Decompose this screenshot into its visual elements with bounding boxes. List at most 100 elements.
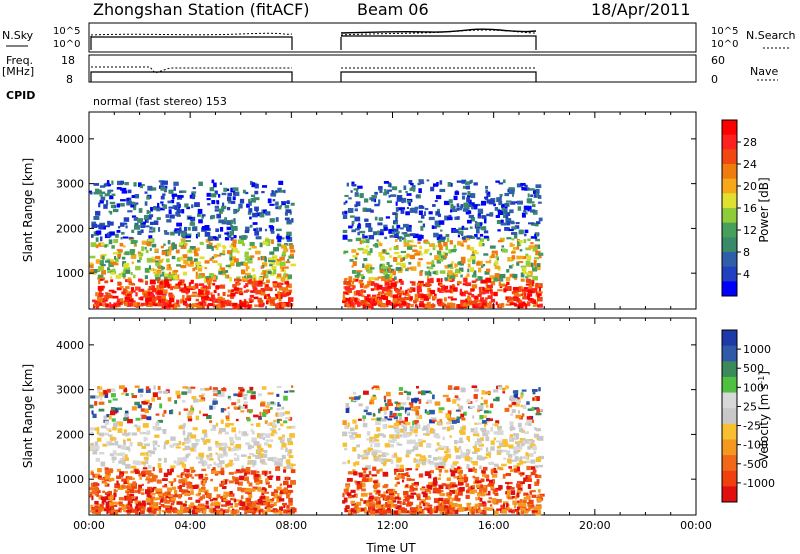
echo-cell	[243, 275, 246, 278]
echo-cell	[278, 298, 282, 302]
echo-cell	[100, 264, 106, 267]
echo-cell	[243, 396, 247, 400]
echo-cell	[519, 427, 524, 432]
echo-cell	[388, 228, 395, 234]
echo-cell	[185, 292, 189, 295]
echo-cell	[167, 273, 174, 279]
echo-cell	[138, 208, 143, 213]
echo-cell	[161, 271, 165, 277]
echo-cell	[139, 488, 145, 492]
echo-cell	[289, 425, 296, 429]
echo-cell	[232, 239, 237, 244]
echo-cell	[190, 216, 196, 222]
echo-cell	[128, 236, 134, 240]
echo-cell	[150, 300, 156, 304]
echo-cell	[214, 470, 219, 474]
echo-cell	[461, 192, 467, 195]
echo-cell	[250, 504, 256, 509]
echo-cell	[221, 484, 224, 487]
echo-cell	[408, 202, 411, 206]
echo-cell	[123, 495, 129, 501]
echo-cell	[179, 256, 184, 261]
echo-cell	[374, 458, 378, 462]
echo-cell	[360, 492, 364, 497]
echo-cell	[283, 287, 289, 292]
echo-cell	[260, 436, 263, 439]
echo-cell	[449, 489, 455, 494]
echo-cell	[217, 453, 224, 459]
echo-cell	[532, 267, 538, 272]
echo-cell	[384, 399, 387, 403]
echo-cell	[218, 271, 223, 275]
echo-cell	[107, 184, 112, 187]
echo-cell	[271, 239, 274, 244]
echo-cell	[477, 213, 481, 216]
echo-cell	[125, 225, 128, 229]
echo-cell	[280, 447, 284, 450]
echo-cell	[342, 300, 347, 304]
echo-cell	[196, 505, 202, 509]
echo-cell	[165, 507, 169, 512]
echo-cell	[355, 494, 358, 499]
echo-cell	[264, 433, 271, 438]
echo-cell	[485, 185, 488, 189]
echo-cell	[435, 448, 439, 452]
echo-cell	[418, 188, 422, 194]
echo-cell	[161, 510, 164, 513]
echo-cell	[356, 444, 360, 448]
echo-cell	[237, 279, 240, 284]
echo-cell	[247, 211, 252, 215]
echo-cell	[230, 224, 234, 228]
echo-cell	[175, 390, 181, 395]
echo-cell	[521, 443, 525, 446]
echo-cell	[224, 274, 228, 278]
echo-cell	[523, 510, 529, 514]
echo-cell	[353, 290, 359, 296]
echo-cell	[176, 209, 182, 214]
echo-cell	[218, 299, 224, 302]
echo-cell	[456, 418, 460, 424]
echo-cell	[451, 419, 457, 424]
echo-cell	[484, 270, 490, 275]
echo-cell	[431, 260, 435, 265]
echo-cell	[423, 251, 429, 254]
echo-cell	[516, 442, 521, 448]
echo-cell	[185, 475, 189, 479]
echo-cell	[181, 399, 186, 403]
echo-cell	[511, 191, 515, 197]
echo-cell	[359, 240, 363, 245]
echo-cell	[246, 390, 253, 394]
echo-cell	[502, 179, 506, 184]
echo-cell	[348, 284, 355, 287]
echo-cell	[515, 434, 519, 440]
echo-cell	[484, 297, 488, 300]
echo-cell	[357, 231, 361, 236]
echo-cell	[245, 191, 249, 195]
echo-cell	[183, 259, 189, 264]
echo-cell	[493, 474, 497, 477]
echo-cell	[177, 304, 181, 308]
echo-cell	[439, 258, 444, 262]
echo-cell	[482, 466, 488, 471]
echo-cell	[353, 462, 357, 467]
echo-cell	[369, 264, 373, 268]
echo-cell	[224, 479, 228, 485]
echo-cell	[344, 210, 348, 215]
echo-cell	[269, 407, 273, 410]
echo-cell	[277, 413, 284, 417]
echo-cell	[270, 230, 275, 234]
echo-cell	[426, 301, 431, 307]
echo-cell	[210, 294, 215, 299]
echo-cell	[425, 282, 431, 288]
echo-cell	[216, 298, 221, 304]
echo-cell	[513, 293, 518, 297]
echo-cell	[180, 239, 186, 244]
echo-cell	[195, 493, 199, 496]
echo-cell	[194, 484, 199, 488]
echo-cell	[489, 245, 496, 249]
echo-cell	[487, 236, 490, 241]
echo-cell	[224, 444, 228, 448]
echo-cell	[497, 425, 503, 430]
